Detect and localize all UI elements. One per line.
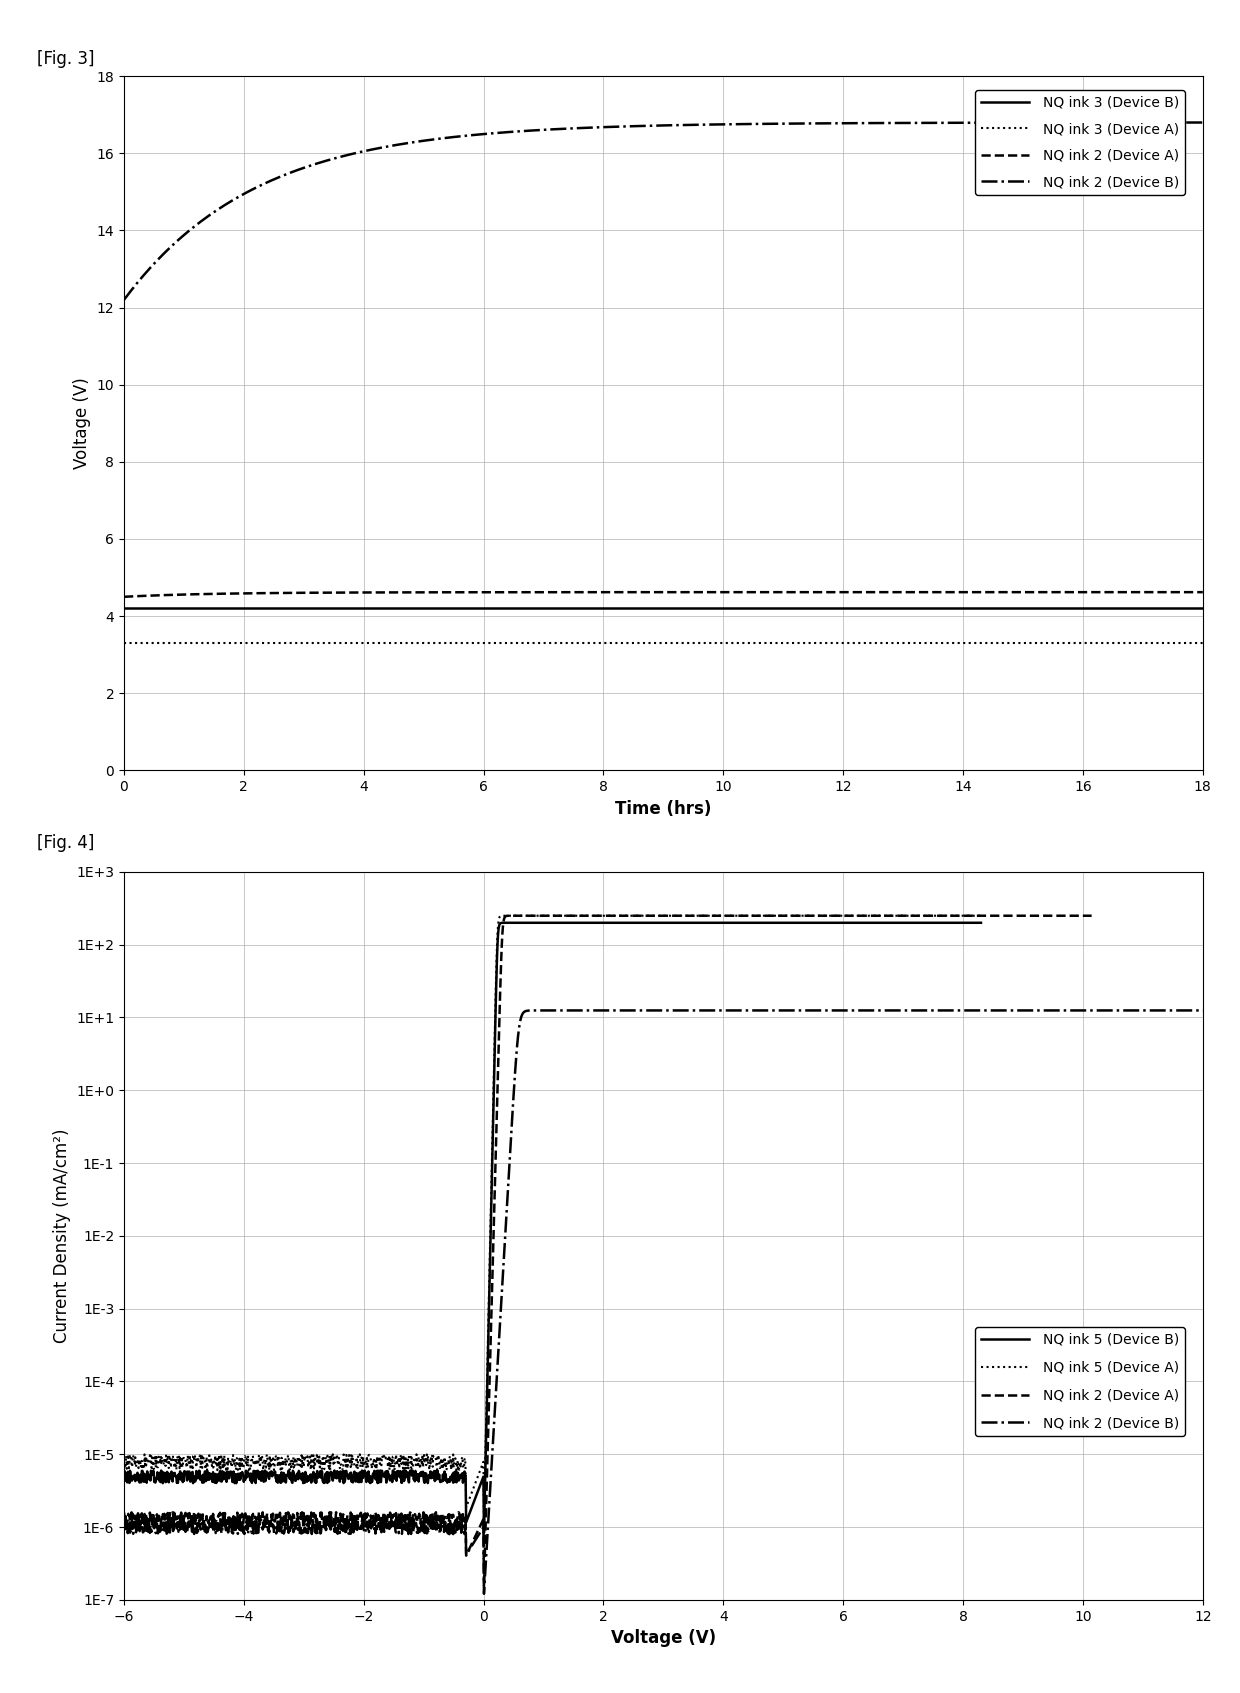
NQ ink 2 (Device A) xyxy=(591,582,606,603)
Line: NQ ink 5 (Device B): NQ ink 5 (Device B) xyxy=(124,923,981,1532)
NQ ink 5 (Device A) xyxy=(613,906,627,926)
NQ ink 3 (Device A) xyxy=(957,633,972,653)
NQ ink 2 (Device B) xyxy=(227,190,242,210)
NQ ink 2 (Device A) xyxy=(117,1502,131,1522)
NQ ink 3 (Device A) xyxy=(553,633,568,653)
NQ ink 3 (Device A) xyxy=(117,633,131,653)
NQ ink 2 (Device B) xyxy=(977,112,992,132)
Line: NQ ink 5 (Device A): NQ ink 5 (Device A) xyxy=(124,916,981,1519)
NQ ink 2 (Device A) xyxy=(641,906,656,926)
NQ ink 2 (Device A) xyxy=(1195,582,1210,603)
NQ ink 2 (Device B) xyxy=(117,1520,131,1541)
NQ ink 2 (Device A) xyxy=(613,906,627,926)
NQ ink 2 (Device B) xyxy=(1164,1001,1179,1021)
NQ ink 3 (Device B) xyxy=(553,598,568,618)
NQ ink 3 (Device B) xyxy=(591,598,606,618)
NQ ink 3 (Device B) xyxy=(227,598,242,618)
NQ ink 2 (Device A) xyxy=(227,584,242,604)
Text: [Fig. 3]: [Fig. 3] xyxy=(37,49,94,68)
NQ ink 2 (Device B) xyxy=(644,1001,658,1021)
NQ ink 5 (Device B) xyxy=(117,1468,131,1488)
NQ ink 3 (Device B) xyxy=(1195,598,1210,618)
NQ ink 2 (Device B) xyxy=(171,1515,186,1536)
NQ ink 2 (Device B) xyxy=(553,119,568,139)
NQ ink 5 (Device B) xyxy=(171,1468,186,1488)
Line: NQ ink 2 (Device B): NQ ink 2 (Device B) xyxy=(124,122,1203,300)
NQ ink 3 (Device B) xyxy=(957,598,972,618)
NQ ink 2 (Device A) xyxy=(553,582,568,603)
NQ ink 2 (Device A) xyxy=(857,582,872,603)
Line: NQ ink 2 (Device A): NQ ink 2 (Device A) xyxy=(124,593,1203,598)
Line: NQ ink 2 (Device B): NQ ink 2 (Device B) xyxy=(124,1011,1203,1593)
NQ ink 2 (Device A) xyxy=(966,906,981,926)
NQ ink 2 (Device B) xyxy=(1195,1001,1210,1021)
NQ ink 2 (Device B) xyxy=(117,290,131,310)
NQ ink 2 (Device B) xyxy=(1195,112,1210,132)
Y-axis label: Current Density (mA/cm²): Current Density (mA/cm²) xyxy=(52,1129,71,1343)
NQ ink 3 (Device B) xyxy=(977,598,992,618)
NQ ink 3 (Device B) xyxy=(117,598,131,618)
X-axis label: Time (hrs): Time (hrs) xyxy=(615,799,712,818)
NQ ink 5 (Device B) xyxy=(641,913,656,933)
NQ ink 2 (Device B) xyxy=(476,1583,491,1603)
NQ ink 3 (Device A) xyxy=(591,633,606,653)
Legend: NQ ink 3 (Device B), NQ ink 3 (Device A), NQ ink 2 (Device A), NQ ink 2 (Device : NQ ink 3 (Device B), NQ ink 3 (Device A)… xyxy=(975,90,1185,195)
NQ ink 2 (Device A) xyxy=(171,1512,186,1532)
NQ ink 3 (Device A) xyxy=(227,633,242,653)
NQ ink 2 (Device A) xyxy=(117,587,131,608)
NQ ink 3 (Device A) xyxy=(857,633,872,653)
NQ ink 5 (Device A) xyxy=(171,1446,186,1466)
NQ ink 2 (Device B) xyxy=(613,1001,627,1021)
Y-axis label: Voltage (V): Voltage (V) xyxy=(73,378,91,469)
NQ ink 2 (Device B) xyxy=(957,113,972,134)
NQ ink 2 (Device A) xyxy=(957,582,972,603)
NQ ink 5 (Device B) xyxy=(613,913,627,933)
NQ ink 2 (Device B) xyxy=(591,117,606,137)
NQ ink 2 (Device A) xyxy=(977,582,992,603)
NQ ink 2 (Device B) xyxy=(1166,1001,1180,1021)
NQ ink 3 (Device A) xyxy=(977,633,992,653)
NQ ink 5 (Device A) xyxy=(641,906,656,926)
Text: [Fig. 4]: [Fig. 4] xyxy=(37,833,94,852)
NQ ink 3 (Device B) xyxy=(857,598,872,618)
Legend: NQ ink 5 (Device B), NQ ink 5 (Device A), NQ ink 2 (Device A), NQ ink 2 (Device : NQ ink 5 (Device B), NQ ink 5 (Device A)… xyxy=(975,1327,1185,1436)
NQ ink 5 (Device A) xyxy=(117,1458,131,1478)
NQ ink 5 (Device A) xyxy=(966,906,981,926)
NQ ink 3 (Device A) xyxy=(1195,633,1210,653)
NQ ink 2 (Device B) xyxy=(641,1001,656,1021)
Line: NQ ink 2 (Device A): NQ ink 2 (Device A) xyxy=(124,916,1091,1586)
NQ ink 2 (Device B) xyxy=(967,1001,982,1021)
NQ ink 5 (Device B) xyxy=(966,913,981,933)
X-axis label: Voltage (V): Voltage (V) xyxy=(611,1629,715,1647)
NQ ink 2 (Device B) xyxy=(857,113,872,134)
